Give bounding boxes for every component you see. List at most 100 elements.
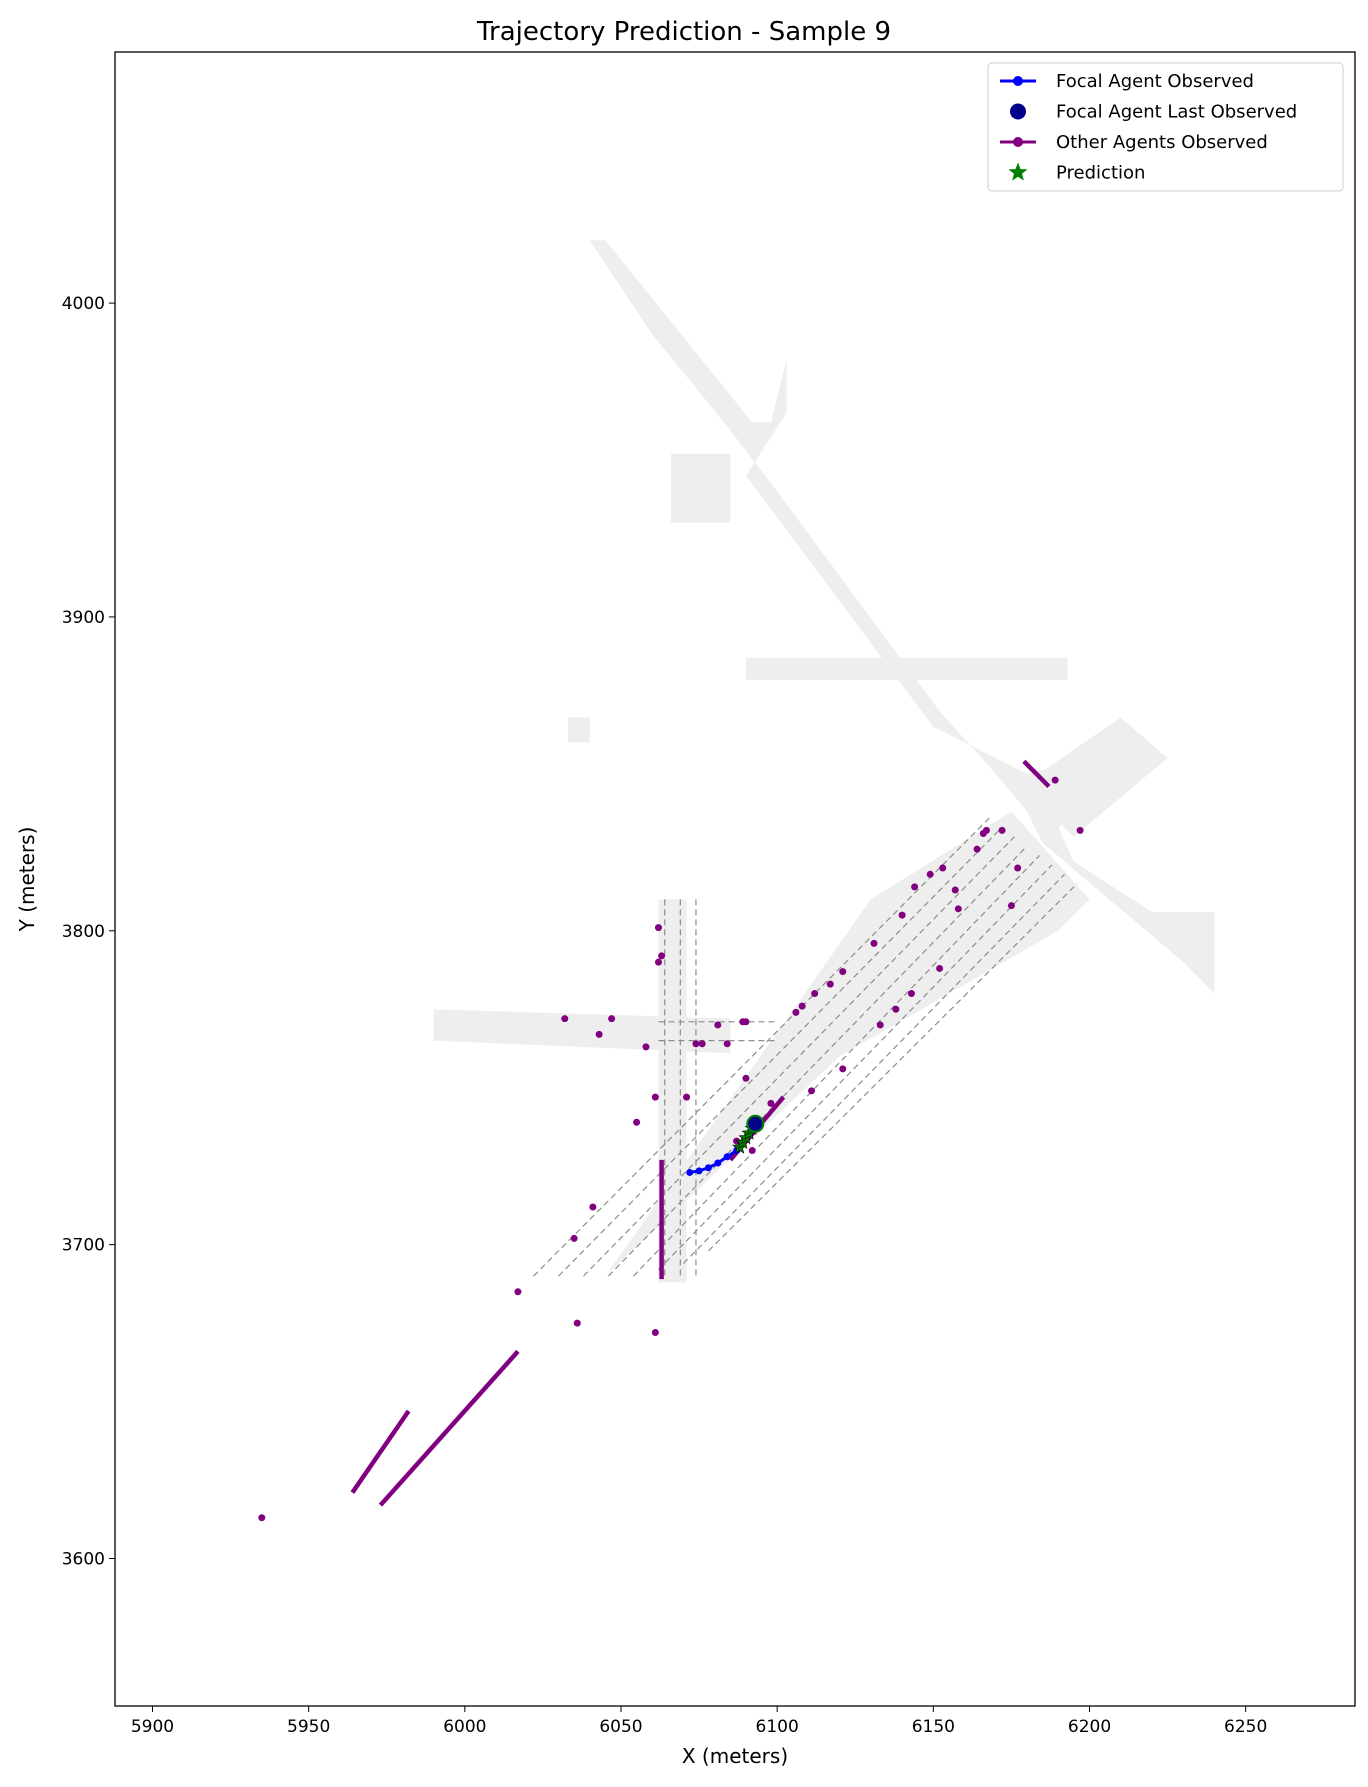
other-agent-point bbox=[698, 1040, 706, 1048]
road-polygon bbox=[745, 657, 1068, 680]
focal-observed-point bbox=[723, 1153, 731, 1161]
other-agent-point bbox=[595, 1030, 603, 1038]
focal-observed-point bbox=[695, 1167, 703, 1175]
other-agent-point bbox=[258, 1514, 266, 1522]
other-agent-point bbox=[723, 1040, 731, 1048]
x-tick-label: 6050 bbox=[599, 1717, 642, 1737]
y-tick-label: 3700 bbox=[62, 1236, 105, 1256]
legend-label: Focal Agent Observed bbox=[1056, 71, 1254, 92]
other-agent-point bbox=[742, 1074, 750, 1082]
x-tick-label: 6200 bbox=[1068, 1717, 1111, 1737]
other-agent-point bbox=[714, 1021, 722, 1029]
y-tick-label: 3900 bbox=[62, 608, 105, 628]
y-tick-label: 3600 bbox=[62, 1549, 105, 1569]
x-axis: 5900 5950 6000 6050 6100 6150 6200 6250 bbox=[131, 1706, 1267, 1737]
focal-observed-point bbox=[704, 1164, 712, 1172]
x-tick-label: 5950 bbox=[287, 1717, 330, 1737]
legend-label: Other Agents Observed bbox=[1056, 132, 1268, 153]
other-agent-point bbox=[982, 826, 990, 834]
other-agent-point bbox=[792, 1008, 800, 1016]
other-agent-track bbox=[378, 1349, 520, 1507]
other-agent-point bbox=[839, 1065, 847, 1073]
other-agent-point bbox=[839, 968, 847, 976]
other-agent-point bbox=[826, 980, 834, 988]
lane-centerline bbox=[633, 855, 1040, 1277]
other-agent-point bbox=[651, 1093, 659, 1101]
road-polygon bbox=[1020, 717, 1168, 837]
legend-marker bbox=[1013, 76, 1023, 86]
lane-centerline bbox=[683, 873, 1065, 1264]
lane-centerline bbox=[658, 864, 1053, 1271]
y-tick-label: 4000 bbox=[62, 294, 105, 314]
legend-marker bbox=[1010, 103, 1026, 120]
lane-centerline bbox=[533, 817, 990, 1277]
other-agent-point bbox=[939, 864, 947, 872]
other-agent-point bbox=[1051, 776, 1059, 784]
plot-frame bbox=[114, 51, 1356, 1707]
other-agent-point bbox=[798, 1002, 806, 1010]
other-agent-point bbox=[951, 886, 959, 894]
lane-centerline bbox=[708, 883, 1078, 1252]
road-polygon bbox=[670, 453, 731, 523]
y-axis: 3600 3700 3800 3900 4000 bbox=[62, 294, 115, 1569]
other-agent-point bbox=[911, 883, 919, 891]
other-agent-point bbox=[642, 1043, 650, 1051]
lane-centerline bbox=[583, 836, 1015, 1277]
focal-observed-point bbox=[686, 1168, 694, 1176]
chart-title: Trajectory Prediction - Sample 9 bbox=[476, 17, 891, 47]
other-agent-point bbox=[658, 952, 666, 960]
y-tick-label: 3800 bbox=[62, 922, 105, 942]
x-tick-label: 6150 bbox=[912, 1717, 955, 1737]
lane-centerline bbox=[608, 845, 1028, 1277]
other-agent-point bbox=[973, 845, 981, 853]
x-axis-label: X (meters) bbox=[682, 1744, 788, 1768]
other-agent-point bbox=[1076, 826, 1084, 834]
other-agent-point bbox=[954, 905, 962, 913]
legend-label: Focal Agent Last Observed bbox=[1056, 102, 1297, 123]
road-polygon bbox=[433, 1009, 731, 1054]
other-agent-point bbox=[654, 958, 662, 966]
x-tick-label: 5900 bbox=[131, 1717, 174, 1737]
x-tick-label: 6100 bbox=[756, 1717, 799, 1737]
legend-box bbox=[987, 62, 1344, 192]
other-agent-point bbox=[767, 1099, 775, 1107]
other-agent-point bbox=[926, 870, 934, 878]
other-agent-point bbox=[936, 964, 944, 972]
other-agent-point bbox=[898, 911, 906, 919]
other-agent-point bbox=[633, 1118, 641, 1126]
other-agent-point bbox=[748, 1146, 756, 1154]
other-agent-track bbox=[1022, 759, 1051, 789]
other-agent-point bbox=[654, 924, 662, 932]
y-axis-label: Y (meters) bbox=[15, 827, 39, 933]
road-polygon bbox=[567, 717, 590, 743]
other-agent-point bbox=[998, 826, 1006, 834]
road-polygon bbox=[527, 811, 1090, 1277]
other-agent-point bbox=[808, 1087, 816, 1095]
focal-observed-point bbox=[714, 1159, 722, 1167]
legend-marker bbox=[1008, 162, 1028, 181]
other-agent-point bbox=[811, 990, 819, 998]
other-agent-point bbox=[892, 1005, 900, 1013]
legend-marker bbox=[1013, 137, 1023, 147]
other-agent-point bbox=[589, 1203, 597, 1211]
other-agent-point bbox=[514, 1288, 522, 1296]
other-agent-point bbox=[692, 1040, 700, 1048]
x-tick-label: 6250 bbox=[1224, 1717, 1267, 1737]
other-agent-track bbox=[350, 1409, 411, 1494]
x-tick-label: 6000 bbox=[443, 1717, 486, 1737]
other-agent-point bbox=[1014, 864, 1022, 872]
other-agent-point bbox=[870, 939, 878, 947]
other-agent-point bbox=[608, 1015, 616, 1023]
lane-centerline bbox=[558, 826, 1003, 1277]
other-agent-point bbox=[573, 1319, 581, 1327]
other-agent-point bbox=[739, 1018, 747, 1026]
other-agent-point bbox=[907, 990, 915, 998]
legend: Focal Agent Observed Focal Agent Last Obs… bbox=[987, 62, 1344, 192]
other-agent-point bbox=[561, 1015, 569, 1023]
other-agent-point bbox=[651, 1329, 659, 1337]
other-agent-point bbox=[683, 1093, 691, 1101]
other-agent-point bbox=[876, 1021, 884, 1029]
